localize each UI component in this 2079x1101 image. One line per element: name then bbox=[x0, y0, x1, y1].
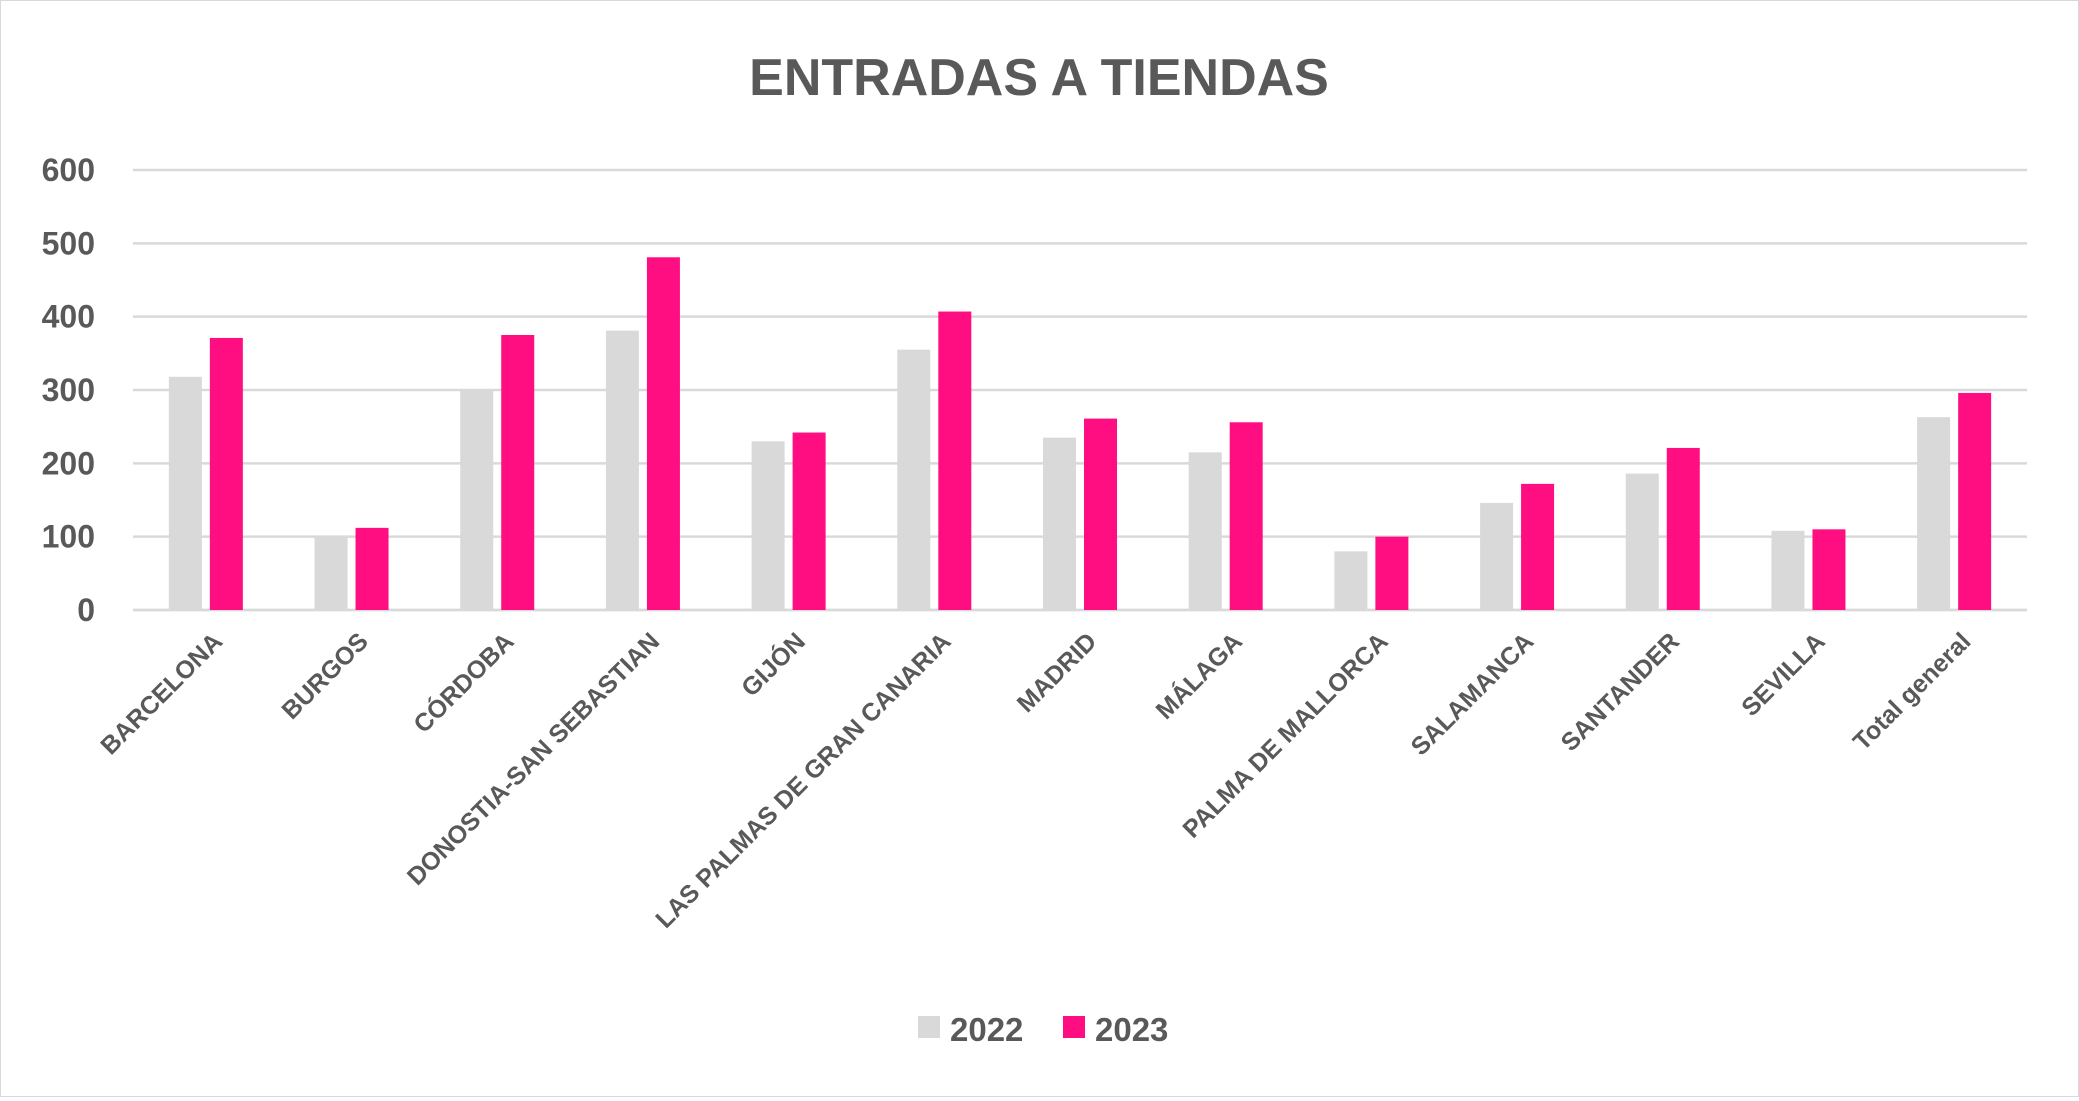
x-tick-label: Total general bbox=[1848, 627, 1977, 756]
x-tick-label: CÓRDOBA bbox=[407, 626, 520, 739]
bar-2022-9 bbox=[1334, 551, 1368, 610]
bar-2022-6 bbox=[897, 349, 931, 610]
y-tick-label: 500 bbox=[42, 225, 95, 261]
bar-2023-12 bbox=[1812, 529, 1846, 610]
bars bbox=[168, 257, 1992, 610]
bar-2022-3 bbox=[460, 390, 494, 610]
x-tick-label: SALAMANCA bbox=[1406, 627, 1540, 761]
bar-2022-13 bbox=[1917, 417, 1951, 610]
legend-swatch-2023 bbox=[1063, 1016, 1085, 1038]
bar-2023-10 bbox=[1521, 483, 1555, 610]
bar-2023-9 bbox=[1375, 536, 1409, 610]
bar-2022-12 bbox=[1771, 530, 1805, 610]
legend-label: 2022 bbox=[950, 1011, 1023, 1048]
bar-2022-5 bbox=[751, 441, 785, 610]
x-tick-label: DONOSTIA-SAN SEBASTIAN bbox=[402, 627, 665, 890]
y-tick-label: 600 bbox=[42, 152, 95, 188]
bar-2023-3 bbox=[501, 335, 535, 610]
y-tick-label: 300 bbox=[42, 372, 95, 408]
legend: 2022 2023 bbox=[918, 1011, 1168, 1048]
x-tick-label: BURGOS bbox=[276, 627, 373, 724]
bar-2022-10 bbox=[1480, 502, 1514, 610]
x-tick-label: LAS PALMAS DE GRAN CANARIA bbox=[650, 627, 956, 933]
bar-2023-2 bbox=[355, 527, 389, 610]
bar-2023-5 bbox=[792, 432, 826, 610]
bar-2023-1 bbox=[209, 337, 243, 610]
chart-title: ENTRADAS A TIENDAS bbox=[749, 49, 1329, 107]
y-tick-label: 0 bbox=[77, 592, 95, 628]
legend-swatch-2022 bbox=[918, 1016, 940, 1038]
bar-2023-8 bbox=[1229, 422, 1263, 610]
y-axis-ticks: 0 100 200 300 400 500 600 bbox=[42, 152, 95, 628]
bar-2022-4 bbox=[605, 330, 639, 610]
gridlines bbox=[133, 168, 2027, 612]
bar-2023-4 bbox=[646, 257, 680, 610]
bar-2023-13 bbox=[1958, 392, 1992, 610]
legend-label: 2023 bbox=[1095, 1011, 1168, 1048]
bar-2023-7 bbox=[1084, 418, 1117, 610]
bar-2023-6 bbox=[938, 311, 972, 610]
x-tick-label: MÁLAGA bbox=[1150, 627, 1248, 725]
x-tick-label: SANTANDER bbox=[1556, 627, 1685, 756]
bar-2022-1 bbox=[168, 376, 202, 610]
x-tick-label: SEVILLA bbox=[1736, 627, 1830, 721]
bar-2022-2 bbox=[314, 536, 348, 610]
bar-2022-8 bbox=[1188, 452, 1222, 610]
bar-2022-7 bbox=[1043, 437, 1076, 610]
y-tick-label: 400 bbox=[42, 299, 95, 335]
bar-2023-11 bbox=[1666, 447, 1700, 610]
y-tick-label: 100 bbox=[42, 519, 95, 555]
x-tick-label: BARCELONA bbox=[95, 627, 228, 760]
bar-2022-11 bbox=[1625, 473, 1659, 610]
x-tick-label: MADRID bbox=[1012, 627, 1103, 718]
x-tick-label: GIJÓN bbox=[735, 626, 811, 702]
y-tick-label: 200 bbox=[42, 445, 95, 481]
